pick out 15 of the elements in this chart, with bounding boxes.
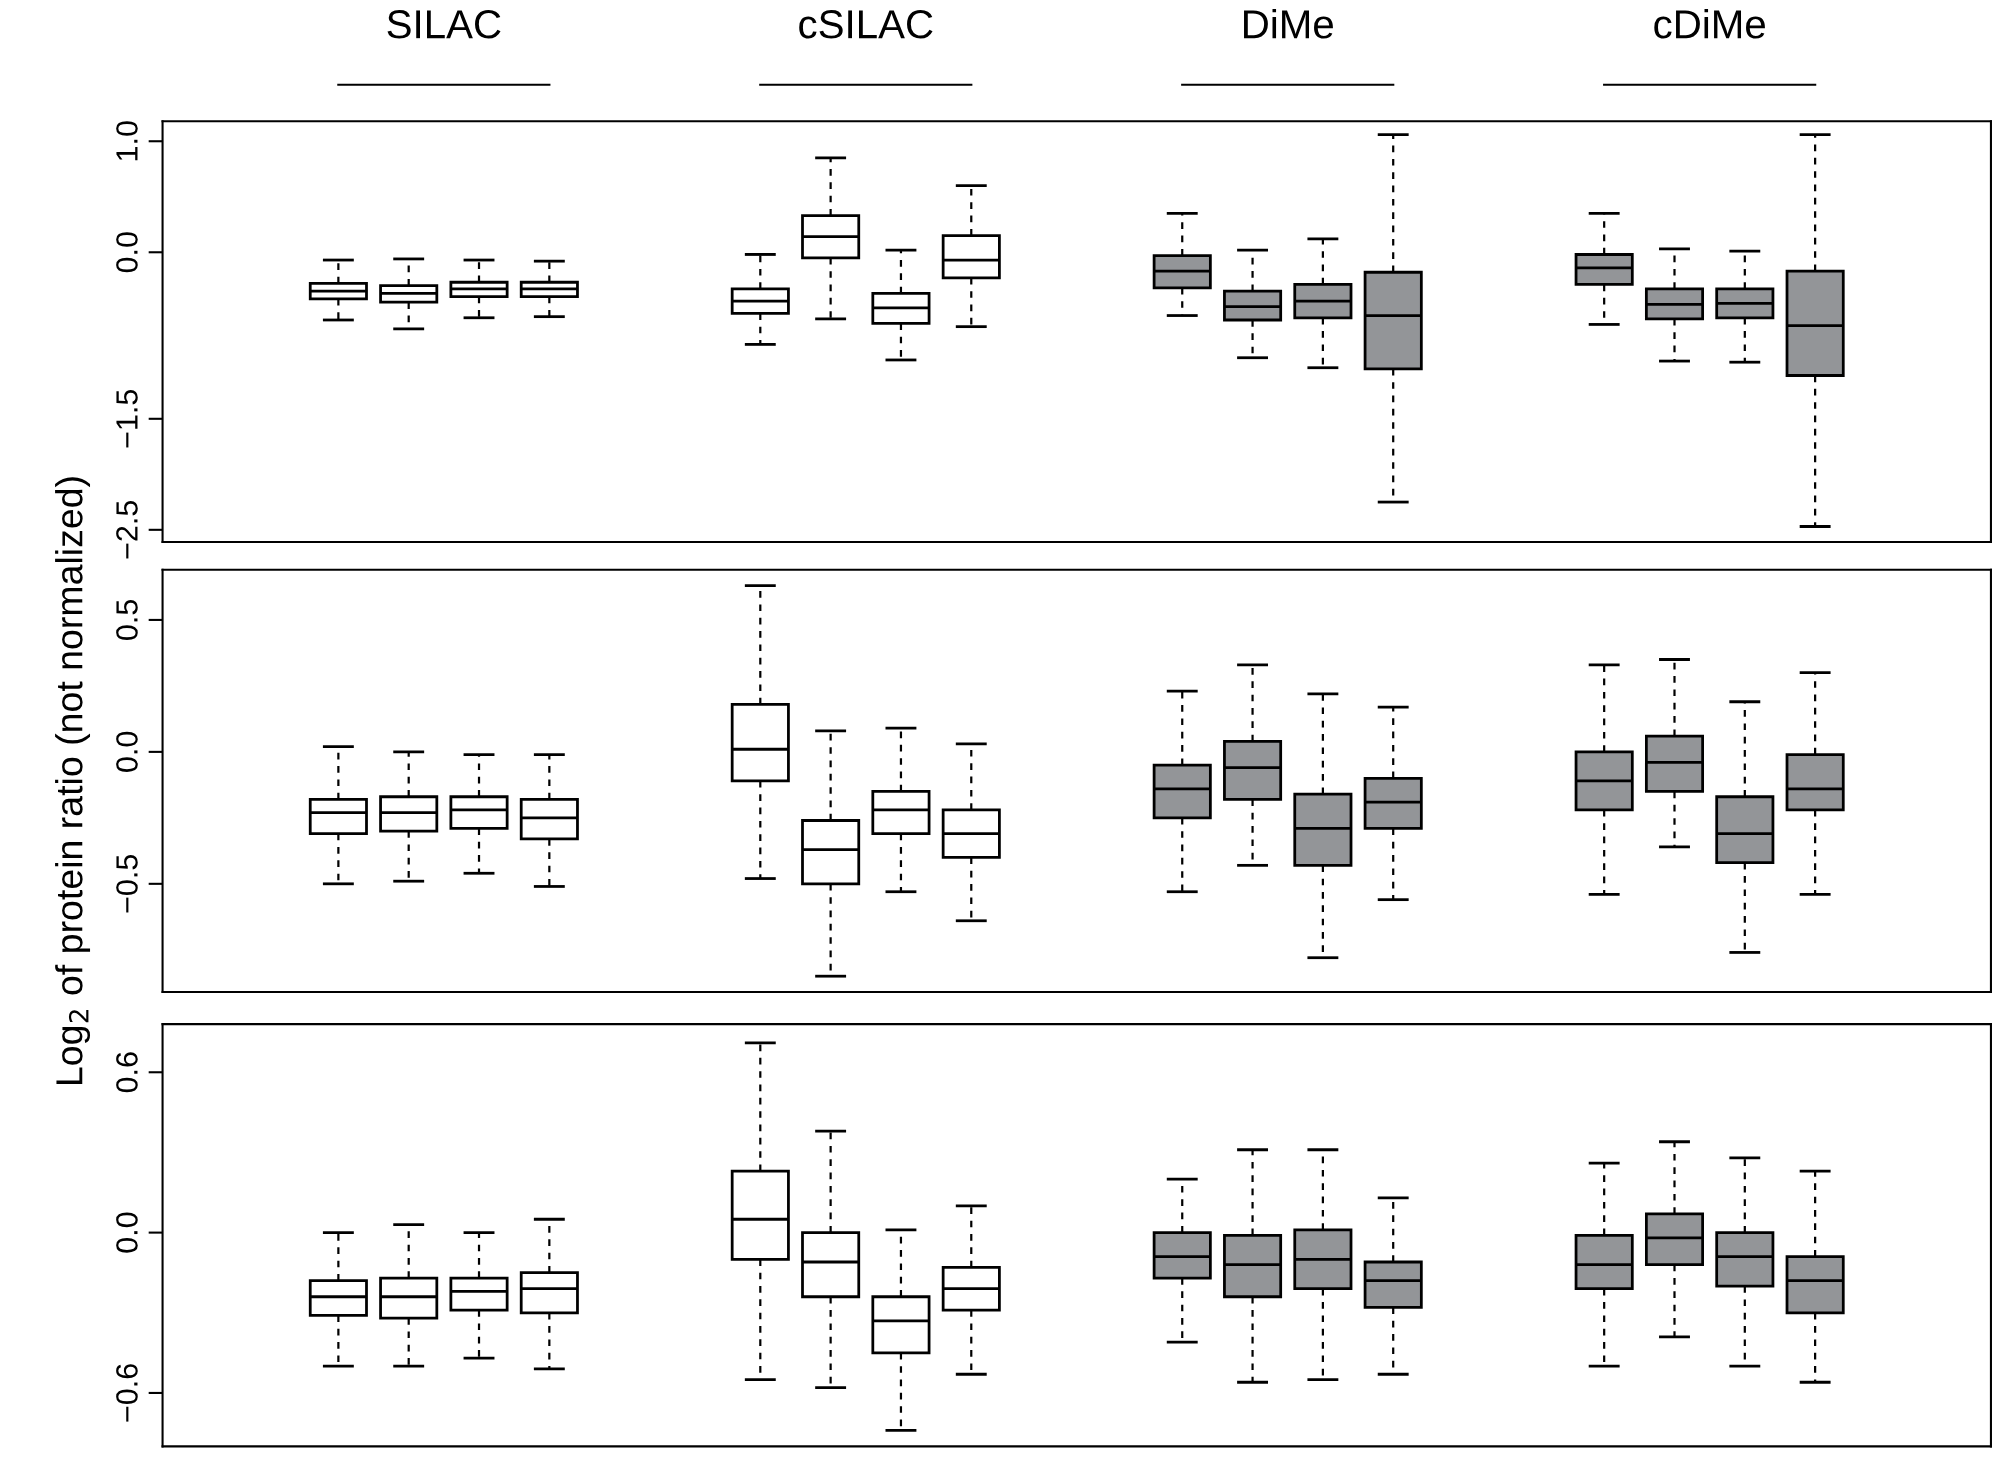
text: SILAC: [387, 10, 501, 39]
y-tick-label: −2.5: [116, 500, 138, 559]
y-tick-label: 0.6: [116, 1052, 138, 1093]
y-axis-title: Log$_{2}$ of protein ratio (not normalized): [55, 477, 91, 1085]
y-tick-label: 0.0: [116, 232, 138, 273]
y-tick-label: 0.0: [116, 1212, 138, 1253]
y-tick-label: 0.0: [116, 731, 138, 772]
y-tick-label: −0.6: [116, 1364, 138, 1422]
y-tick-label: −1.5: [116, 389, 138, 448]
text: DiMe: [1244, 8, 1333, 39]
text: cDiMe: [1654, 8, 1765, 39]
y-tick-label: 1.0: [116, 121, 138, 161]
y-tick-label: −0.5: [116, 854, 138, 913]
y-tick-label: 0.5: [116, 599, 138, 640]
text: cSILAC: [799, 10, 933, 39]
